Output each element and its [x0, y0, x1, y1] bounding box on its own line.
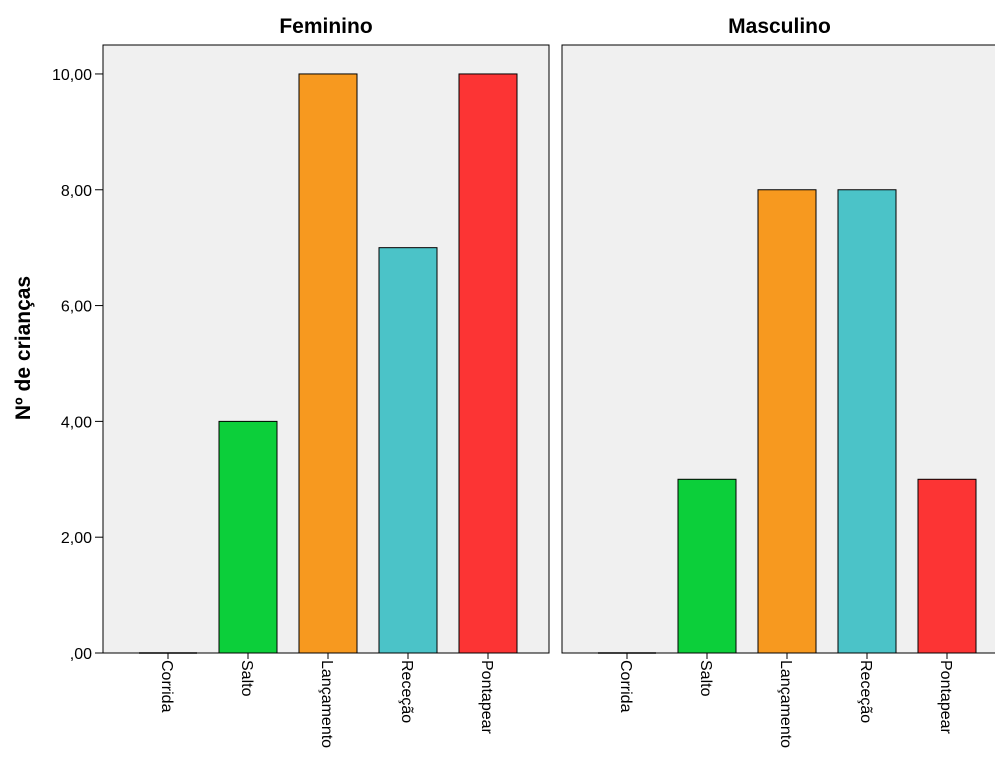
- x-tick-label: Receção: [398, 660, 415, 723]
- y-tick-label: 4,00: [61, 414, 92, 431]
- y-axis-label: Nº de crianças: [12, 276, 35, 420]
- x-tick-label: Pontapear: [937, 660, 954, 735]
- x-tick-label: Lançamento: [318, 660, 335, 748]
- bar-lançamento: [298, 73, 358, 654]
- panel-title: Feminino: [279, 15, 372, 38]
- x-tick-label: Salto: [238, 660, 255, 697]
- bar-salto: [677, 478, 737, 654]
- y-tick-label: 6,00: [61, 299, 92, 316]
- x-tick-label: Pontapear: [478, 660, 495, 735]
- y-tick-label: 8,00: [61, 183, 92, 200]
- x-tick-label: Receção: [857, 660, 874, 723]
- bar-pontapear: [458, 73, 518, 654]
- panel-feminino: Feminino Corrida Salto Lançamento Receção Pon…: [102, 15, 550, 748]
- bar-pontapear: [917, 478, 977, 654]
- x-tick-label: Corrida: [617, 660, 634, 713]
- bar-salto: [218, 420, 278, 654]
- x-tick-label: Corrida: [158, 660, 175, 713]
- bar-receção: [837, 189, 897, 654]
- y-tick-label: ,00: [70, 646, 92, 663]
- bar-lançamento: [757, 189, 817, 654]
- panel-title: Masculino: [728, 15, 831, 38]
- y-tick-label: 10,00: [52, 67, 92, 84]
- x-tick-label: Lançamento: [777, 660, 794, 748]
- x-tick-label: Salto: [697, 660, 714, 697]
- bar-receção: [378, 247, 438, 654]
- panel-masculino: Masculino Corrida Salto Lançamento Receção Po…: [561, 15, 995, 748]
- y-tick-label: 2,00: [61, 530, 92, 547]
